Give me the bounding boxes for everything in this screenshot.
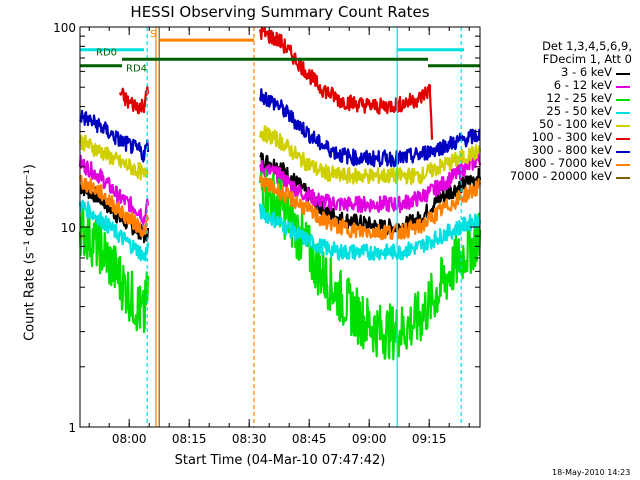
series-6 xyxy=(78,88,481,168)
legend-label-7: 800 - 7000 keV xyxy=(524,156,612,170)
chart-title: HESSI Observing Summary Count Rates xyxy=(130,3,430,21)
legend-item-6: 300 - 800 keV xyxy=(486,144,632,157)
legend-label-2: 12 - 25 keV xyxy=(546,91,612,105)
x-tick-label-3: 08:45 xyxy=(292,432,327,446)
legend-header-line-1: Det 1,3,4,5,6,9, xyxy=(542,39,632,53)
legend-swatch-5 xyxy=(616,138,630,140)
legend-swatch-6 xyxy=(616,151,630,153)
legend-item-2: 12 - 25 keV xyxy=(486,92,632,105)
legend-swatch-8 xyxy=(616,177,630,179)
x-tick-label-1: 08:15 xyxy=(172,432,207,446)
annotation-1: RD4 xyxy=(126,63,147,74)
legend-header-line-2: FDecim 1, Att 0 xyxy=(542,52,632,66)
x-tick-label-5: 09:15 xyxy=(412,432,447,446)
legend-label-3: 25 - 50 keV xyxy=(546,104,612,118)
y-tick-label-0: 1 xyxy=(68,421,76,435)
x-tick-label-0: 08:00 xyxy=(112,432,147,446)
series-3 xyxy=(78,199,482,262)
y-tick-label-2: 100 xyxy=(53,21,76,35)
legend-swatch-7 xyxy=(616,164,630,166)
legend-item-4: 50 - 100 keV xyxy=(486,118,632,131)
legend-label-6: 300 - 800 keV xyxy=(531,143,612,157)
series-line-6 xyxy=(78,88,481,168)
legend-label-1: 6 - 12 keV xyxy=(553,78,612,92)
x-tick-label-2: 08:30 xyxy=(232,432,267,446)
generation-timestamp: 18-May-2010 14:23 xyxy=(552,468,631,477)
legend-label-8: 7000 - 20000 keV xyxy=(509,169,612,183)
legend-swatch-1 xyxy=(616,86,630,88)
series-1 xyxy=(78,152,482,225)
legend-swatch-3 xyxy=(616,112,630,114)
y-tick-label-1: 10 xyxy=(61,221,76,235)
legend-item-7: 800 - 7000 keV xyxy=(486,157,632,170)
x-tick-label-4: 09:00 xyxy=(352,432,387,446)
legend-item-5: 100 - 300 keV xyxy=(486,131,632,144)
legend-swatch-2 xyxy=(616,99,630,101)
series-line-4 xyxy=(78,125,482,185)
legend-swatch-0 xyxy=(616,73,630,75)
legend-label-4: 50 - 100 keV xyxy=(539,117,612,131)
series-5 xyxy=(118,26,434,140)
legend-label-0: 3 - 6 keV xyxy=(561,65,612,79)
series-4 xyxy=(78,125,482,185)
legend-label-5: 100 - 300 keV xyxy=(531,130,612,144)
annotation-0: RD0 xyxy=(96,48,117,59)
legend-item-8: 7000 - 20000 keV xyxy=(486,170,632,183)
series-line-5 xyxy=(118,26,434,140)
legend-item-3: 25 - 50 keV xyxy=(486,105,632,118)
series-line-1 xyxy=(78,152,482,225)
y-axis-label: Count Rate (s⁻¹ detector⁻¹) xyxy=(22,164,38,341)
legend-item-1: 6 - 12 keV xyxy=(486,79,632,92)
annotation-2: S xyxy=(150,29,156,40)
legend-swatch-4 xyxy=(616,125,630,127)
legend-item-0: 3 - 6 keV xyxy=(486,66,632,79)
x-axis-label: Start Time (04-Mar-10 07:47:42) xyxy=(174,453,386,468)
series-7 xyxy=(78,174,482,241)
series-line-7 xyxy=(78,174,482,241)
legend: Det 1,3,4,5,6,9, FDecim 1, Att 0 3 - 6 k… xyxy=(486,40,632,183)
series-line-3 xyxy=(78,199,482,262)
